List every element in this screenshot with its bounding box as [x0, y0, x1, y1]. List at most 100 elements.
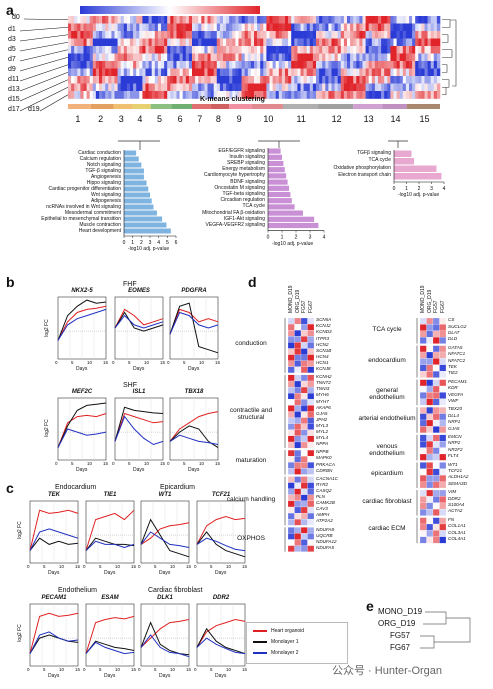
heatmap-cell — [219, 61, 224, 69]
legend-label: Monolayer 1 — [271, 639, 299, 645]
heatmap-cell — [312, 83, 317, 92]
heatmap-cell — [409, 31, 413, 39]
day-label-d3: d3 — [8, 36, 16, 43]
heatmap-cell — [393, 76, 397, 84]
column-label: FG57 — [301, 300, 307, 313]
heatmap-cell — [145, 46, 149, 54]
heatmap-cell — [238, 61, 242, 69]
heatmap-cell — [419, 523, 427, 531]
heatmap-cell — [294, 476, 302, 483]
heatmap-cell — [139, 76, 143, 84]
heatmap-cell — [266, 61, 270, 69]
enrichment-bar — [268, 210, 303, 216]
heatmap-cell — [439, 489, 447, 497]
heatmap-cell — [157, 83, 162, 92]
heatmap-cell — [136, 16, 140, 24]
heatmap-cell — [303, 76, 307, 84]
heatmap-cell — [359, 31, 363, 39]
group-label: arterial endothelium — [358, 415, 416, 422]
heatmap-cell — [337, 53, 342, 62]
series-line — [114, 406, 164, 442]
heatmap-cell — [300, 399, 308, 406]
heatmap-cell — [426, 419, 434, 427]
heatmap-cell — [432, 517, 440, 525]
heatmap-cell — [185, 16, 190, 24]
heatmap-cell — [409, 16, 413, 24]
heatmap-cell — [260, 38, 264, 47]
group-label: venous endothelium — [369, 442, 405, 457]
heatmap-cell — [213, 91, 218, 99]
heatmap-cell — [287, 476, 295, 483]
enrichment-bar — [268, 148, 281, 154]
leaf-label: ORG_D19 — [378, 619, 416, 628]
x-tick-label: 10 — [115, 564, 121, 569]
heatmap-cell — [182, 76, 187, 84]
heatmap-cell — [384, 31, 388, 39]
heatmap-cell — [210, 76, 214, 84]
heatmap-cell — [250, 91, 255, 99]
heatmap-cell — [294, 506, 302, 514]
gene-label: KCNH2 — [316, 374, 332, 380]
column-label: MONO_D19 — [420, 285, 426, 313]
gene-label: NDUFA12 — [316, 538, 337, 544]
heatmap-cell — [86, 76, 90, 84]
heatmap-cell — [204, 16, 208, 24]
heatmap-cell — [374, 46, 379, 54]
heatmap-cell — [356, 83, 360, 92]
heatmap-cell — [254, 38, 258, 47]
heatmap-cell — [229, 38, 233, 47]
heatmap-cell — [148, 61, 152, 69]
gene-label: ACTA2 — [448, 508, 463, 514]
x-axis-label: Days — [104, 673, 116, 679]
heatmap-cell — [204, 53, 208, 62]
heatmap-cell — [353, 76, 357, 84]
heatmap-cell — [266, 38, 270, 47]
heatmap-cell — [300, 366, 308, 373]
heatmap-cell — [306, 16, 311, 24]
gene-label: FLT4 — [448, 453, 459, 459]
heatmap-cell — [374, 91, 379, 99]
heatmap-cell — [356, 38, 360, 47]
heatmap-cell — [347, 68, 351, 77]
heatmap-cell — [95, 31, 100, 39]
x-tick-label: 15 — [186, 564, 192, 569]
heatmap-cell — [432, 447, 440, 455]
heatmap-cell — [154, 83, 159, 92]
heatmap-cell — [439, 468, 447, 476]
day-connector — [19, 56, 69, 72]
heatmap-cell — [316, 68, 320, 77]
heatmap-cell — [216, 91, 221, 99]
heatmap-cell — [402, 83, 407, 92]
heatmap-cell — [287, 533, 295, 540]
heatmap-cell — [105, 76, 109, 84]
heatmap-cell — [260, 31, 264, 39]
x-tick-label: 3 — [430, 186, 433, 192]
heatmap-cell — [235, 61, 239, 69]
heatmap-cell — [266, 16, 270, 24]
leaf-label: MONO_D19 — [378, 607, 423, 616]
heatmap-cell — [319, 61, 323, 69]
heatmap-cell — [83, 23, 87, 32]
heatmap-cell — [130, 31, 134, 39]
heatmap-cell — [402, 16, 407, 24]
heatmap-cell — [176, 31, 180, 39]
enrichment-term: Mitochondrial FA β-oxidation — [202, 209, 265, 216]
heatmap-cell — [207, 53, 211, 62]
heatmap-cell — [399, 38, 404, 47]
heatmap-cell — [120, 76, 125, 84]
heatmap-cell — [439, 523, 447, 531]
heatmap-cell — [263, 31, 267, 39]
x-tick-label: 5 — [128, 360, 131, 365]
heatmap-cell — [238, 83, 242, 92]
heatmap-cell — [433, 16, 438, 24]
heatmap-cell — [136, 46, 140, 54]
heatmap-cell — [300, 539, 308, 546]
group-label: conduction — [235, 340, 267, 348]
heatmap-cell — [244, 76, 249, 84]
heatmap-cell — [421, 53, 425, 62]
heatmap-cell — [133, 83, 137, 92]
heatmap-cell — [426, 426, 434, 433]
heatmap-cell — [254, 76, 258, 84]
heatmap-cell — [229, 76, 233, 84]
